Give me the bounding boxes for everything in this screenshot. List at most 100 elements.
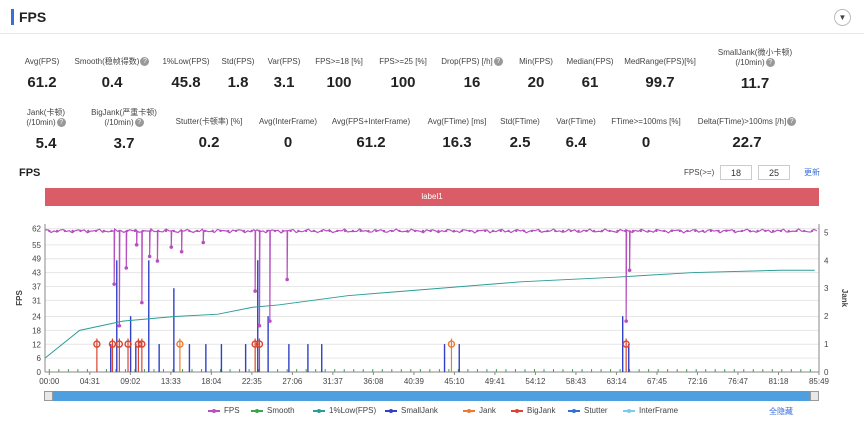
stat-label: Min(FPS)	[519, 57, 553, 66]
legend-item[interactable]: SmallJank	[385, 406, 438, 415]
fps-point	[133, 229, 137, 233]
legend-item[interactable]: Smooth	[251, 406, 295, 415]
scrollbar-left-handle[interactable]	[44, 391, 53, 401]
fps-point	[616, 229, 619, 233]
y-right-tick-label: 1	[824, 340, 829, 349]
legend-swatch	[463, 408, 475, 413]
help-icon[interactable]: ?	[56, 118, 66, 128]
jank-marker	[176, 340, 184, 348]
fps-point	[538, 229, 541, 233]
legend-label: Jank	[479, 406, 496, 415]
stats-row2-4: Avg(FPS+InterFrame) 61.2	[311, 117, 431, 151]
fps-drop-point	[169, 245, 174, 249]
fps-point	[87, 229, 90, 233]
fps-point	[663, 229, 666, 233]
stat-value: 1.8	[227, 74, 249, 91]
fps-point	[242, 229, 246, 233]
fps-threshold-input-1[interactable]	[720, 165, 752, 180]
stat-label: 1%Low(FPS)	[162, 57, 210, 66]
panel-title: FPS	[19, 9, 47, 25]
fps-point	[600, 229, 604, 233]
help-icon[interactable]: ?	[787, 117, 797, 127]
y-left-tick-label: 24	[32, 313, 41, 322]
fps-point	[196, 229, 199, 233]
stats-row1-4: Var(FPS) 3.1	[224, 57, 344, 91]
fps-point	[157, 229, 160, 233]
stat-label: Delta(FTime)>100ms [/h]?	[687, 117, 807, 127]
fps-point	[94, 229, 98, 233]
jank-marker	[251, 340, 259, 348]
fps-point	[530, 229, 534, 233]
fps-point	[234, 229, 238, 233]
low1pct-line	[44, 269, 815, 359]
legend-item[interactable]: 1%Low(FPS)	[313, 406, 376, 415]
fps-point	[304, 229, 308, 233]
legend-item[interactable]: InterFrame	[623, 406, 678, 415]
fps-drop-point	[624, 319, 628, 323]
legend-item[interactable]: FPS	[208, 406, 240, 415]
fps-point	[787, 229, 790, 233]
fps-drop-point	[201, 240, 206, 245]
fps-point	[413, 229, 417, 233]
fps-point	[756, 229, 759, 233]
legend-item[interactable]: Jank	[463, 406, 496, 415]
fps-threshold-label: FPS(>=)	[684, 168, 715, 177]
legend-label: SmallJank	[401, 406, 438, 415]
jank-marker	[622, 340, 630, 348]
y-left-tick-label: 31	[32, 296, 41, 305]
fps-drop-point	[285, 277, 289, 282]
time-range-scrollbar[interactable]	[44, 391, 819, 401]
chart-legend: FPS Smooth 1%Low(FPS) SmallJank Jank BigJank S…	[0, 406, 864, 418]
fps-threshold-input-2[interactable]	[758, 165, 790, 180]
y-left-tick-label: 37	[32, 282, 41, 291]
legend-swatch	[568, 408, 580, 413]
stat-value: 45.8	[171, 74, 201, 91]
fps-point	[585, 229, 588, 233]
fps-point	[421, 229, 425, 233]
help-icon[interactable]: ?	[140, 57, 150, 67]
fps-point	[382, 229, 386, 233]
x-tick-label: 13:33	[161, 377, 182, 386]
stat-label: Std(FPS)	[221, 57, 255, 66]
fps-point	[639, 229, 643, 233]
chevron-down-icon[interactable]: ▼	[834, 9, 851, 26]
help-icon[interactable]: ?	[765, 58, 775, 68]
fps-point	[554, 229, 557, 233]
scrollbar-right-handle[interactable]	[810, 391, 819, 401]
x-tick-label: 58:43	[566, 377, 587, 386]
toggle-all-series-button[interactable]: 全隐藏	[769, 407, 793, 416]
fps-point	[803, 229, 806, 233]
fps-point	[476, 229, 479, 233]
stat-value: 3.7	[113, 135, 135, 152]
legend-item[interactable]: Stutter	[568, 406, 608, 415]
label-band[interactable]: label1	[45, 188, 819, 206]
stat-label: MedRange(FPS)[%]	[624, 57, 696, 66]
fps-point	[655, 229, 658, 233]
fps-point	[273, 229, 277, 233]
stat-value: 99.7	[645, 74, 675, 91]
jank-marker	[115, 340, 124, 348]
help-icon[interactable]: ?	[493, 57, 503, 67]
fps-point	[647, 229, 650, 233]
stat-label: Median(FPS)	[566, 57, 614, 66]
fps-point	[164, 229, 168, 233]
stat-value: 100	[326, 74, 352, 91]
fps-point	[281, 229, 285, 233]
legend-item[interactable]: BigJank	[511, 406, 555, 415]
fps-point	[515, 229, 518, 233]
fps-point	[810, 229, 814, 233]
fps-point	[328, 229, 331, 233]
fps-point	[771, 229, 775, 233]
stats-row1-2: 1%Low(FPS) 45.8	[126, 57, 246, 91]
fps-point	[250, 229, 253, 233]
fps-point	[110, 229, 113, 233]
help-icon[interactable]: ?	[134, 118, 144, 128]
y-right-tick-label: 4	[824, 256, 829, 265]
stats-row2-6: Std(FTime) 2.5	[460, 117, 580, 151]
stat-label: Std(FTime)	[500, 117, 540, 126]
update-button[interactable]: 更新	[804, 168, 820, 177]
stat-value: 16	[463, 74, 481, 91]
stat-value: 100	[390, 74, 416, 91]
stat-label-unit: (/10min)?	[64, 118, 184, 128]
